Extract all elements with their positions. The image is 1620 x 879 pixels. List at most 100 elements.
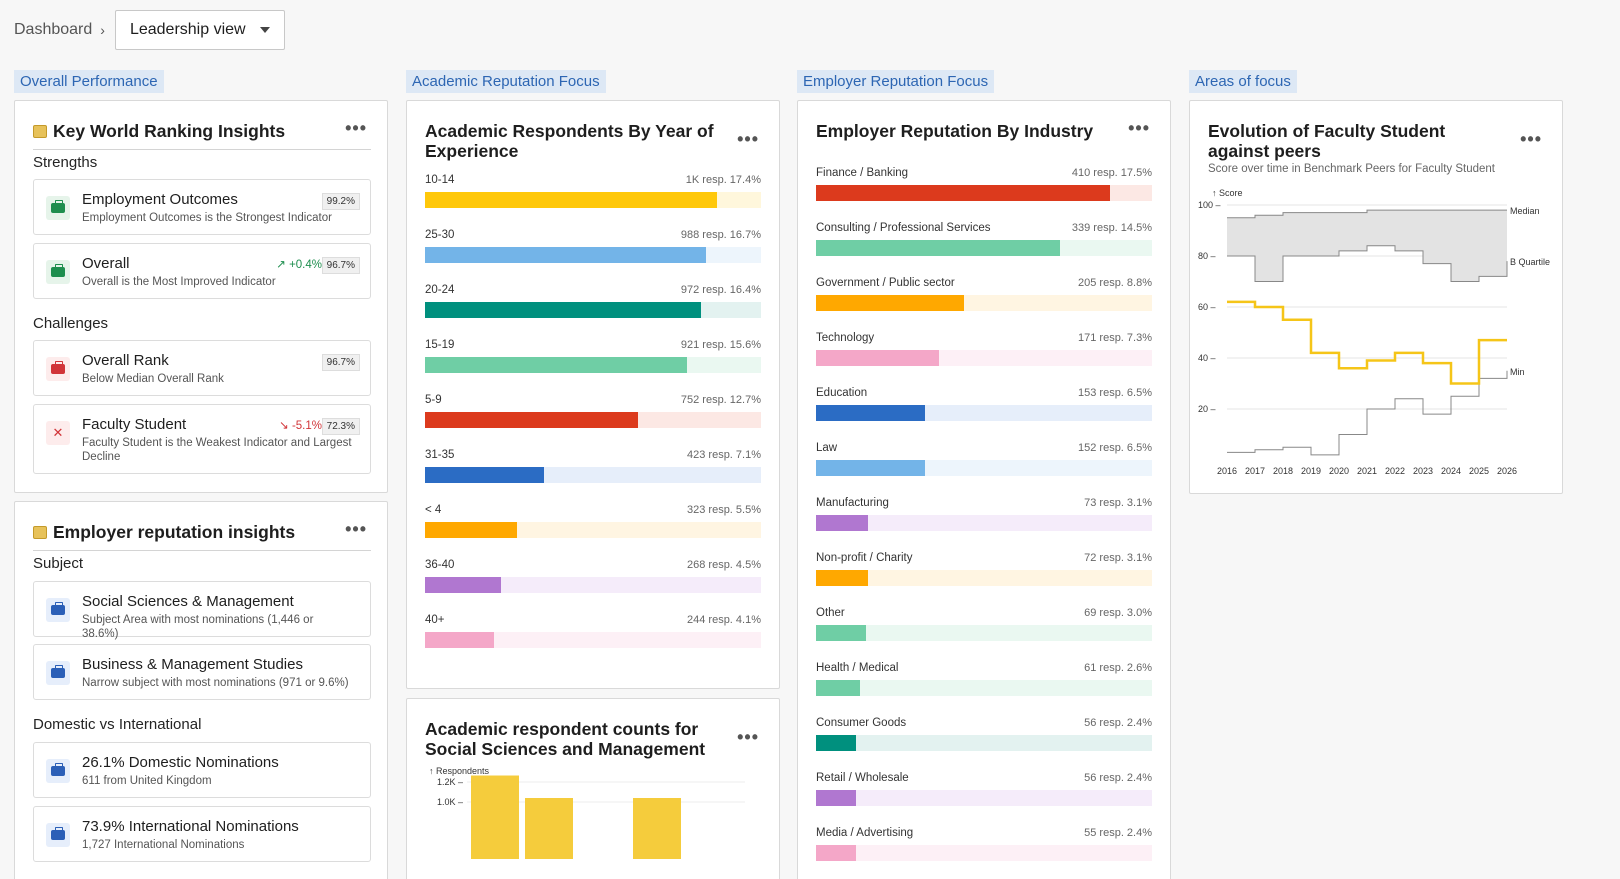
count-bar	[633, 798, 681, 859]
y-tick-label: 80 –	[1198, 251, 1216, 261]
card-title: Academic Respondents By Year of Experien…	[425, 121, 714, 161]
view-select-value: Leadership view	[129, 21, 246, 38]
x-tick-label: 2023	[1413, 466, 1433, 475]
insight-desc: Narrow subject with most nominations (97…	[82, 677, 349, 689]
institution-line	[1227, 300, 1507, 385]
score-badge: 96.7%	[321, 257, 360, 274]
bar-fill	[816, 845, 857, 861]
bar-track	[425, 357, 761, 373]
bar-value: 55 resp. 2.4%	[1084, 827, 1152, 839]
insight-title: Business & Management Studies	[82, 656, 303, 673]
card-title: Employer reputation insights	[33, 522, 295, 542]
bar-track	[425, 412, 761, 428]
bar-track	[425, 247, 761, 263]
bar-label: Consulting / Professional Services	[816, 222, 991, 234]
bar-label: < 4	[425, 504, 442, 516]
more-options-button[interactable]: •••	[737, 129, 759, 149]
bar-label: Consumer Goods	[816, 717, 907, 729]
briefcase-icon	[46, 759, 70, 783]
bar-fill	[425, 247, 706, 263]
bar-value: 410 resp. 17.5%	[1071, 167, 1152, 179]
bar-value: 73 resp. 3.1%	[1084, 497, 1152, 509]
bar-label: 20-24	[425, 284, 455, 296]
bar-fill	[816, 625, 867, 641]
bar-label: Other	[816, 607, 845, 619]
employer-insights-card: Employer reputation insights ••• Subject…	[14, 501, 388, 879]
bar-fill	[816, 515, 869, 531]
trend-up-icon: ↗	[276, 259, 286, 271]
insight-desc: Employment Outcomes is the Strongest Ind…	[82, 212, 332, 224]
challenges-heading: Challenges	[33, 315, 109, 332]
folder-icon	[33, 526, 47, 539]
more-options-button[interactable]: •••	[1520, 129, 1542, 149]
more-options-button[interactable]: •••	[345, 118, 367, 138]
bar-label: Government / Public sector	[816, 277, 955, 289]
bar-label: Non-profit / Charity	[816, 552, 913, 564]
insight-employment-outcomes[interactable]: Employment Outcomes Employment Outcomes …	[33, 179, 371, 235]
bar-track	[816, 295, 1152, 311]
bar-label: Retail / Wholesale	[816, 772, 909, 784]
peer-line	[1227, 209, 1507, 219]
x-tick-label: 2022	[1385, 466, 1405, 475]
bar-track	[816, 460, 1152, 476]
bar-track	[816, 240, 1152, 256]
more-options-button[interactable]: •••	[345, 519, 367, 539]
bar-label: 31-35	[425, 449, 455, 461]
insight-overall[interactable]: Overall Overall is the Most Improved Ind…	[33, 243, 371, 299]
briefcase-icon	[46, 357, 70, 381]
bar-fill	[816, 790, 857, 806]
y-tick-label: 20 –	[1198, 404, 1216, 414]
bar-label: Law	[816, 442, 838, 454]
insight-social-sciences[interactable]: Social Sciences & Management Subject Are…	[33, 581, 371, 640]
bar-label: 36-40	[425, 559, 455, 571]
bar-value: 56 resp. 2.4%	[1084, 772, 1152, 784]
caret-down-icon	[259, 27, 270, 33]
section-overall-performance: Overall Performance	[14, 70, 164, 93]
bar-label: Health / Medical	[816, 662, 899, 674]
insight-overall-rank[interactable]: Overall Rank Below Median Overall Rank 9…	[33, 340, 371, 396]
score-badge: 99.2%	[321, 193, 360, 210]
series-label: Median	[1510, 206, 1540, 216]
bar-fill	[816, 350, 939, 366]
bar-track	[816, 185, 1152, 201]
bar-track	[816, 790, 1152, 806]
x-tick-label: 2025	[1469, 466, 1489, 475]
bar-fill	[425, 632, 494, 648]
insight-international[interactable]: 73.9% International Nominations 1,727 In…	[33, 806, 371, 862]
bar-track	[816, 845, 1152, 861]
bar-track	[425, 522, 761, 538]
bar-track	[425, 467, 761, 483]
breadcrumb-dashboard[interactable]: Dashboard	[14, 21, 93, 38]
divider	[33, 550, 371, 551]
bar-value: 921 resp. 15.6%	[680, 339, 761, 351]
bar-label: 40+	[425, 614, 445, 626]
bar-track	[425, 632, 761, 648]
bar-value: 339 resp. 14.5%	[1071, 222, 1152, 234]
breadcrumb: Dashboard › Leadership view	[14, 10, 285, 50]
bar-fill	[425, 192, 718, 208]
more-options-button[interactable]: •••	[1128, 118, 1150, 138]
insight-domestic[interactable]: 26.1% Domestic Nominations 611 from Unit…	[33, 742, 371, 798]
view-select[interactable]: Leadership view	[114, 10, 285, 50]
social-counts-card: Academic respondent counts for Social Sc…	[406, 698, 780, 879]
bar-fill	[816, 185, 1110, 201]
trend-change: ↗ +0.4%	[276, 259, 322, 271]
insight-business-management[interactable]: Business & Management Studies Narrow sub…	[33, 644, 371, 700]
bar-value: 152 resp. 6.5%	[1078, 442, 1152, 454]
key-insights-card: Key World Ranking Insights ••• Strengths…	[14, 100, 388, 493]
bar-value: 72 resp. 3.1%	[1084, 552, 1152, 564]
chevron-right-icon: ›	[100, 22, 105, 38]
bar-label: Media / Advertising	[816, 827, 914, 839]
more-options-button[interactable]: •••	[737, 727, 759, 747]
bar-track	[425, 302, 761, 318]
bar-label: 15-19	[425, 339, 455, 351]
y-axis-title: ↑ Score	[1212, 188, 1243, 198]
bar-fill	[816, 570, 869, 586]
insight-faculty-student[interactable]: ✕ Faculty Student Faculty Student is the…	[33, 404, 371, 474]
bar-value: 69 resp. 3.0%	[1084, 607, 1152, 619]
insight-desc: Overall is the Most Improved Indicator	[82, 276, 276, 288]
bar-fill	[816, 680, 860, 696]
bar-value: 1K resp. 17.4%	[685, 174, 761, 186]
x-tick-label: 2016	[1217, 466, 1237, 475]
